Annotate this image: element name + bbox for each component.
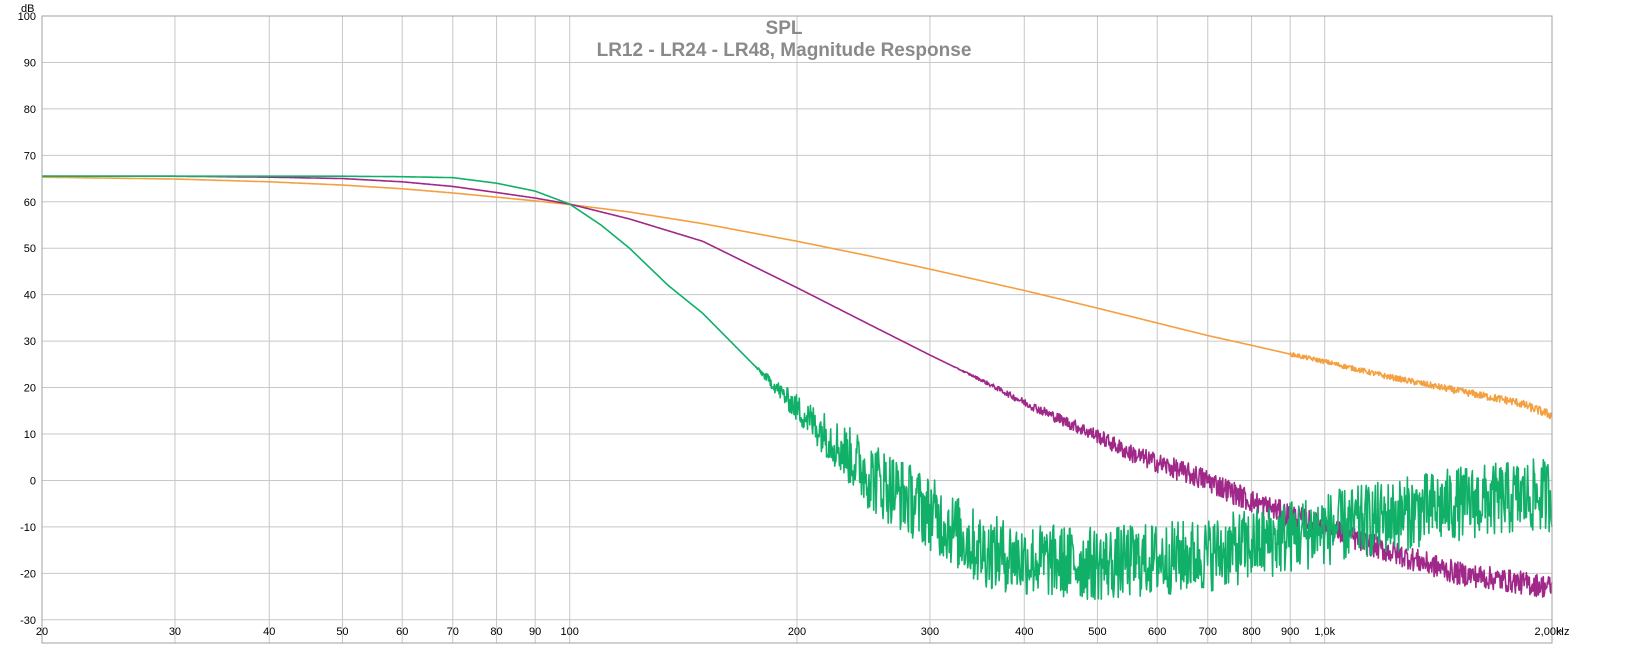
plot-frame — [41, 15, 1553, 644]
x-tick-label: 800 — [1242, 626, 1260, 638]
x-tick-label: 90 — [529, 626, 541, 638]
y-tick-label: 70 — [24, 150, 36, 162]
x-tick-label: 40 — [263, 626, 275, 638]
y-tick-label: 10 — [24, 429, 36, 441]
y-axis-unit: dB — [21, 3, 34, 15]
chart-title: SPL — [766, 18, 803, 39]
x-tick-label: 80 — [490, 626, 502, 638]
series-line — [41, 176, 1553, 420]
x-tick-label: 1,0k — [1314, 626, 1335, 638]
y-tick-label: 0 — [30, 475, 36, 487]
y-tick-label: 80 — [24, 104, 36, 116]
x-tick-label: 20 — [36, 626, 48, 638]
y-tick-label: 40 — [24, 290, 36, 302]
x-tick-label: 50 — [336, 626, 348, 638]
x-axis-unit: Hz — [1556, 626, 1569, 638]
series-line — [41, 175, 1553, 598]
y-tick-label: 100 — [18, 11, 36, 23]
y-tick-label: 30 — [24, 336, 36, 348]
series-line — [41, 175, 1553, 601]
x-tick-label: 500 — [1088, 626, 1106, 638]
y-tick-label: 90 — [24, 57, 36, 69]
x-tick-label: 30 — [169, 626, 181, 638]
chart-subtitle: LR12 - LR24 - LR48, Magnitude Response — [597, 40, 972, 61]
x-tick-label: 2,00k — [1535, 626, 1562, 638]
y-tick-label: -10 — [20, 522, 36, 534]
y-tick-label: -20 — [20, 568, 36, 580]
y-tick-label: -30 — [20, 615, 36, 627]
x-tick-label: 700 — [1199, 626, 1217, 638]
x-axis-ticks: 20 30 40 50 60 70 80 90 100 200 300 400 500 600 700 800… — [36, 626, 1570, 638]
x-tick-label: 400 — [1015, 626, 1033, 638]
x-tick-label: 60 — [396, 626, 408, 638]
x-tick-label: 200 — [788, 626, 806, 638]
x-tick-label: 100 — [561, 626, 579, 638]
series-lines — [41, 175, 1553, 601]
x-tick-label: 70 — [447, 626, 459, 638]
y-tick-label: 20 — [24, 383, 36, 395]
y-tick-label: 60 — [24, 197, 36, 209]
x-tick-label: 300 — [921, 626, 939, 638]
x-tick-label: 600 — [1148, 626, 1166, 638]
y-tick-label: 50 — [24, 243, 36, 255]
x-tick-label: 900 — [1281, 626, 1299, 638]
